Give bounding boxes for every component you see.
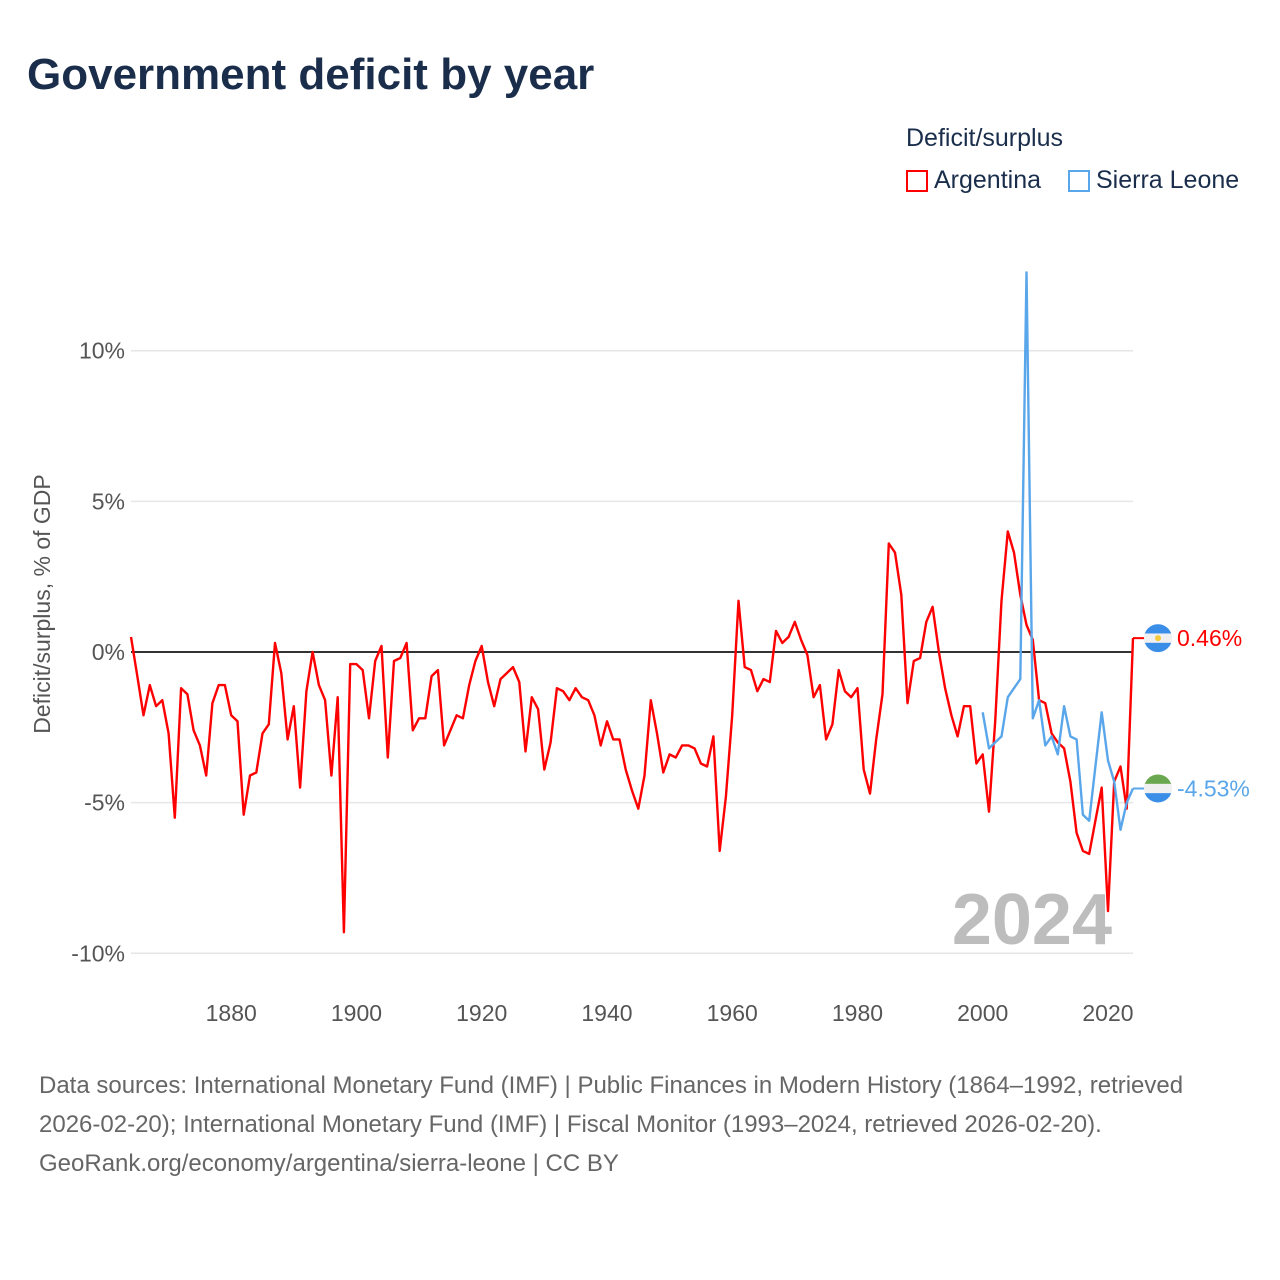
legend-swatch-argentina — [906, 169, 928, 192]
x-tick-label: 1880 — [206, 1000, 257, 1026]
chart-title: Government deficit by year — [27, 50, 595, 99]
end-value-label: -4.53% — [1177, 775, 1250, 801]
sierra-leone-flag-icon — [1144, 774, 1172, 803]
series-line-argentina — [129, 530, 1135, 934]
footer: Data sources: International Monetary Fun… — [39, 1066, 1239, 1183]
argentina-flag-icon — [1144, 624, 1172, 653]
y-tick-label: 10% — [79, 338, 125, 364]
flag-stripe — [1144, 793, 1172, 803]
legend-label: Sierra Leone — [1096, 166, 1240, 194]
year-label: 2024 — [952, 880, 1112, 960]
y-axis-label: Deficit/surplus, % of GDP — [29, 474, 55, 733]
data-sources: Data sources: International Monetary Fun… — [39, 1072, 1184, 1138]
legend-title: Deficit/surplus — [906, 124, 1063, 152]
series-line-sierra-leone — [981, 271, 1135, 831]
x-tick-label: 1980 — [832, 1000, 883, 1026]
x-tick-label: 1940 — [581, 1000, 632, 1026]
legend-swatch-sierra-leone — [1068, 169, 1090, 192]
x-tick-label: 2000 — [957, 1000, 1008, 1026]
flag-stripe — [1144, 642, 1172, 653]
flag-sun — [1155, 635, 1161, 642]
end-value-label: 0.46% — [1177, 625, 1242, 651]
y-tick-label: 5% — [92, 488, 125, 514]
legend-item-sierra-leone[interactable]: Sierra Leone — [1068, 166, 1239, 195]
line-chart: 10% 5% 0% -5% -10% 1880 1900 1920 1940 1960 1980 20… — [29, 271, 1250, 1026]
flag-stripe — [1144, 624, 1172, 634]
credit-link[interactable]: GeoRank.org/economy/argentina/sierra-leo… — [39, 1150, 619, 1177]
x-tick-label: 1900 — [331, 1000, 382, 1026]
y-tick-label: -10% — [71, 940, 125, 966]
y-tick-label: -5% — [84, 790, 125, 816]
y-tick-label: 0% — [92, 639, 125, 665]
x-tick-label: 1960 — [707, 1000, 758, 1026]
legend-label: Argentina — [934, 166, 1042, 194]
flag-stripe — [1144, 774, 1172, 785]
x-tick-label: 1920 — [456, 1000, 507, 1026]
legend-item-argentina[interactable]: Argentina — [906, 166, 1041, 195]
x-tick-label: 2020 — [1082, 1000, 1133, 1026]
flag-stripe — [1144, 783, 1172, 794]
